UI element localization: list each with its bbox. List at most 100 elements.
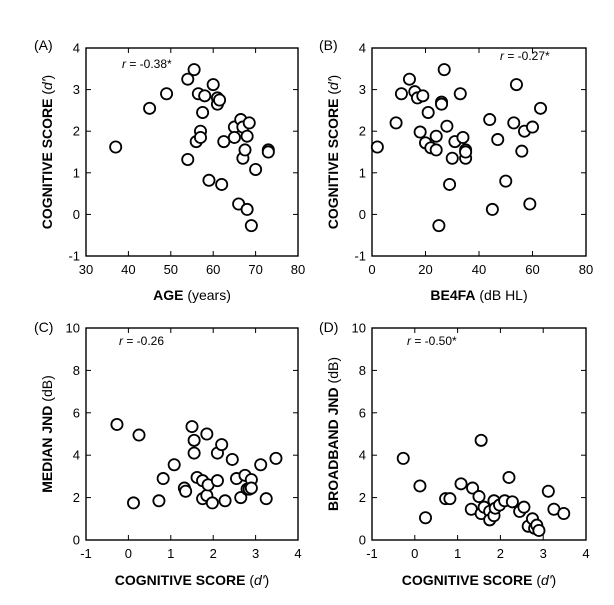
- y-tick-label: 4: [359, 448, 366, 463]
- data-point: [156, 472, 170, 486]
- y-tick-label: 0: [359, 207, 366, 222]
- x-tick-label: 60: [525, 262, 539, 277]
- data-point: [459, 145, 473, 159]
- data-point: [526, 120, 540, 134]
- data-point: [244, 481, 258, 495]
- data-point: [202, 173, 216, 187]
- data-point: [143, 101, 157, 115]
- x-tick-label: 40: [121, 262, 135, 277]
- data-point: [429, 129, 443, 143]
- y-tick-label: 3: [359, 82, 366, 97]
- data-point: [443, 492, 457, 506]
- x-tick-label: 4: [294, 546, 301, 561]
- data-point: [453, 87, 467, 101]
- y-tick-label: 4: [359, 41, 366, 56]
- data-point: [454, 477, 468, 491]
- data-point: [517, 500, 531, 514]
- y-axis-label: COGNITIVE SCORE (d'): [325, 75, 341, 229]
- y-tick-label: 0: [73, 533, 80, 548]
- data-point: [485, 202, 499, 216]
- data-point: [466, 481, 480, 495]
- x-tick-label: 50: [164, 262, 178, 277]
- plot-frame: [85, 47, 299, 257]
- data-point: [429, 143, 443, 157]
- x-tick-label: 60: [206, 262, 220, 277]
- x-tick-label: 80: [579, 262, 593, 277]
- x-tick-label: 4: [582, 546, 589, 561]
- data-point: [160, 87, 174, 101]
- data-point: [187, 433, 201, 447]
- data-point: [193, 130, 207, 144]
- data-point: [491, 133, 505, 147]
- data-point: [132, 428, 146, 442]
- x-tick-label: 3: [540, 546, 547, 561]
- y-axis-label: MEDIAN JND (dB): [39, 375, 55, 492]
- x-axis-label: BE4FA (dB HL): [430, 287, 527, 303]
- data-point: [483, 113, 497, 127]
- data-point: [242, 116, 256, 130]
- data-point: [416, 89, 430, 103]
- data-point: [238, 143, 252, 157]
- correlation-annotation: r = -0.38*: [122, 57, 172, 71]
- data-point: [435, 97, 449, 111]
- x-tick-label: 70: [248, 262, 262, 277]
- panel-a: 30 40 50 60 70 80 -1 0 1 2 3 4 (A) r = -0.38* AGE (yea…: [34, 37, 305, 303]
- data-point: [396, 451, 410, 465]
- data-point: [557, 506, 571, 520]
- data-point: [440, 119, 454, 133]
- x-tick-label: -1: [366, 546, 378, 561]
- data-point: [443, 177, 457, 191]
- x-tick-label: 2: [210, 546, 217, 561]
- data-point: [218, 494, 232, 508]
- data-point: [445, 151, 459, 165]
- data-point: [259, 492, 273, 506]
- data-point: [240, 202, 254, 216]
- x-axis-label: COGNITIVE SCORE (d'): [402, 572, 556, 588]
- correlation-annotation: r = -0.27*: [500, 49, 550, 63]
- panel-label: (A): [34, 37, 53, 53]
- y-tick-label: 2: [359, 490, 366, 505]
- x-tick-label: 20: [418, 262, 432, 277]
- data-point: [187, 446, 201, 460]
- data-point: [437, 63, 451, 77]
- plot-frame: [85, 327, 299, 541]
- y-tick-label: 10: [66, 321, 80, 336]
- data-point: [413, 125, 427, 139]
- correlation-annotation: r = -0.26: [119, 334, 164, 348]
- data-point: [472, 490, 486, 504]
- data-point: [532, 523, 546, 537]
- panel-label: (C): [34, 319, 53, 335]
- data-point: [418, 511, 432, 525]
- y-tick-label: 4: [73, 448, 80, 463]
- data-point: [210, 474, 224, 488]
- data-point: [181, 72, 195, 86]
- data-point: [421, 105, 435, 119]
- data-point: [244, 219, 258, 233]
- data-point: [523, 197, 537, 211]
- data-point: [110, 417, 124, 431]
- data-point: [196, 105, 210, 119]
- data-point: [200, 427, 214, 441]
- data-point: [198, 89, 212, 103]
- data-point: [217, 135, 231, 149]
- y-tick-label: 1: [359, 165, 366, 180]
- x-tick-label: 0: [368, 262, 375, 277]
- y-tick-label: 3: [73, 82, 80, 97]
- data-point: [215, 177, 229, 191]
- data-point: [109, 140, 123, 154]
- panel-label: (B): [319, 37, 338, 53]
- data-point: [234, 491, 248, 505]
- data-point: [402, 72, 416, 86]
- x-tick-label: 30: [79, 262, 93, 277]
- x-axis-label: AGE (years): [153, 287, 231, 303]
- y-tick-label: 6: [73, 405, 80, 420]
- y-tick-label: 0: [73, 207, 80, 222]
- data-point: [167, 458, 181, 472]
- data-point: [179, 484, 193, 498]
- data-point: [181, 152, 195, 166]
- x-tick-label: 40: [472, 262, 486, 277]
